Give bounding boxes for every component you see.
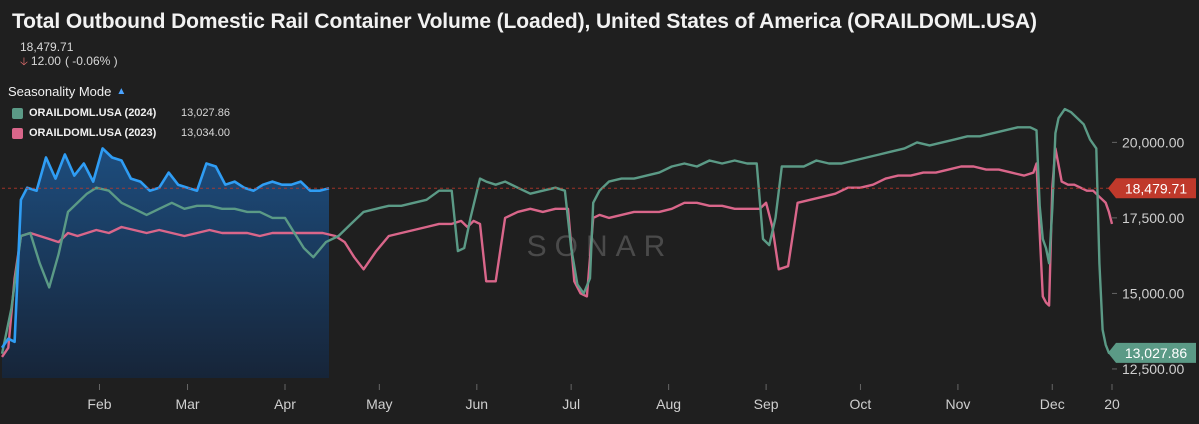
x-tick-label: Mar (175, 396, 199, 412)
chart-title: Total Outbound Domestic Rail Container V… (12, 10, 1037, 33)
last-value: 18,479.71 (20, 40, 74, 54)
caret-up-icon: ▲ (116, 86, 127, 97)
series-line-current (0, 147, 330, 349)
y-tick-label: 20,000.00 (1122, 134, 1184, 150)
x-tick-label: Nov (945, 396, 970, 412)
change-absolute: 12.00 (30, 54, 61, 68)
y-tick-label: 17,500.00 (1122, 210, 1184, 226)
y-tick-label: 15,000.00 (1122, 285, 1184, 301)
series-line-2024 (0, 107, 1112, 355)
x-tick-label: Feb (87, 396, 111, 412)
x-tick-label: Sep (754, 396, 779, 412)
down-arrow-icon: 🡣 (20, 56, 28, 68)
seasonality-mode-toggle[interactable]: Seasonality Mode ▲ (8, 84, 230, 99)
paren-close: ) (110, 54, 118, 68)
current-value-badge-background (1108, 178, 1196, 199)
legend-value-2023: 13,034.00 (181, 127, 230, 139)
change-row: 🡣 12.00( -0.06% ) (20, 53, 118, 72)
paren-open: ( (64, 54, 73, 68)
x-tick-label: Oct (850, 396, 872, 412)
legend-value-2024: 13,027.86 (181, 107, 230, 119)
y-tick-label: 12,500.00 (1122, 361, 1184, 377)
series-2024-value-badge: 13,027.86 (1125, 345, 1187, 361)
x-tick-label: Dec (1040, 396, 1065, 412)
x-tick-label: Aug (656, 396, 681, 412)
current-value-badge: 18,479.71 (1125, 180, 1187, 196)
legend-name-2024: ORAILDOML.USA (2024) (29, 107, 157, 119)
legend: Seasonality Mode ▲ ORAILDOML.USA (2024) … (8, 84, 230, 139)
legend-item-2024[interactable]: ORAILDOML.USA (2024) 13,027.86 (12, 107, 230, 119)
legend-swatch-2023 (12, 127, 23, 139)
x-tick-label: Jun (466, 396, 489, 412)
series-2024-value-badge-background (1108, 342, 1196, 363)
legend-name-2023: ORAILDOML.USA (2023) (29, 127, 157, 139)
legend-swatch-2024 (12, 107, 23, 119)
x-tick-label: Apr (274, 396, 296, 412)
x-tick-label: 20 (1104, 396, 1120, 412)
legend-item-2023[interactable]: ORAILDOML.USA (2023) 13,034.00 (12, 127, 230, 139)
sonar-watermark: SONAR (527, 230, 674, 263)
x-tick-label: Jul (562, 396, 580, 412)
x-tick-label: May (366, 396, 392, 412)
seasonality-mode-label: Seasonality Mode (8, 84, 112, 99)
series-area-current (2, 148, 329, 378)
change-percent: -0.06% (72, 54, 111, 68)
